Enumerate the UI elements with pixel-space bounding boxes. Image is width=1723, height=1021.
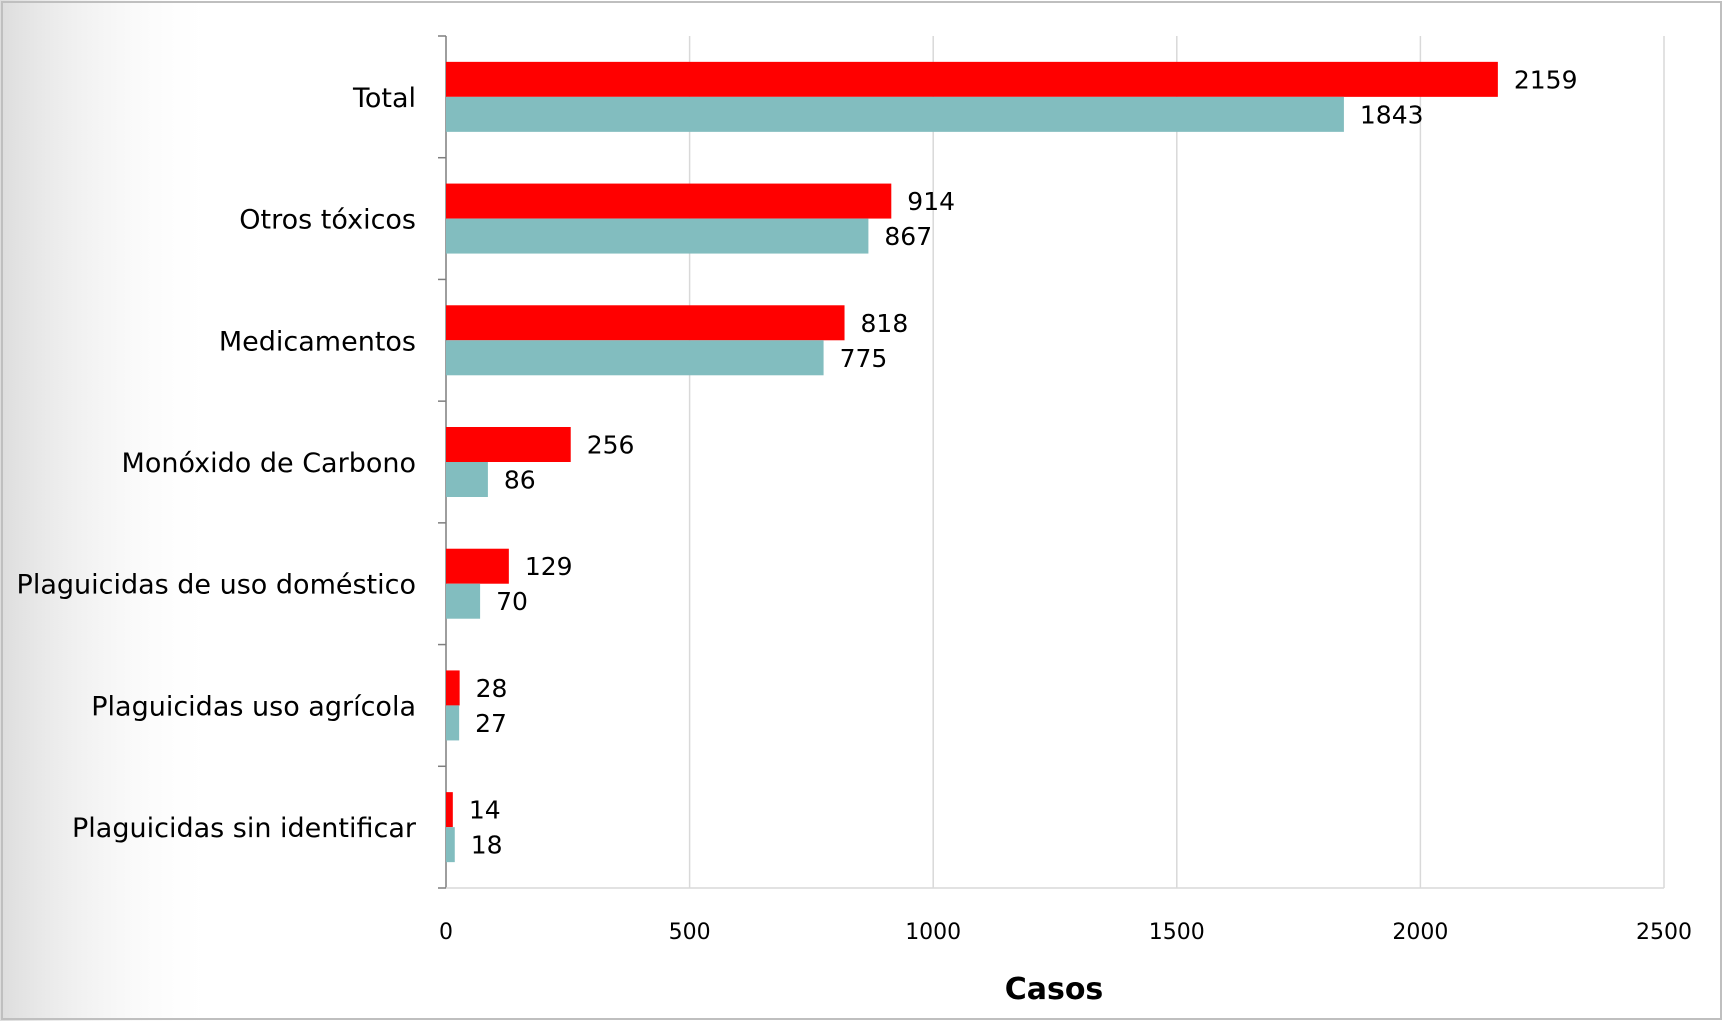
x-tick-label-0: 0: [439, 920, 453, 945]
value-label-series-1-2: 818: [861, 309, 909, 338]
bar-series-2-2: [446, 340, 824, 376]
background-decoration: [0, 0, 220, 1021]
axes: [438, 35, 1664, 889]
x-tick-label-2500: 2500: [1636, 920, 1692, 945]
category-label: Otros tóxicos: [239, 205, 416, 236]
x-tick-label-1500: 1500: [1149, 920, 1205, 945]
category-label: Monóxido de Carbono: [122, 448, 416, 479]
bar-series-2-1: [446, 218, 869, 254]
bar-series-1-5: [446, 670, 460, 706]
bar-series-1-1: [446, 183, 892, 219]
x-axis-title: Casos: [1005, 972, 1104, 1007]
value-label-series-2-4: 70: [496, 587, 528, 616]
bar-series-2-3: [446, 462, 488, 497]
value-label-series-2-6: 18: [471, 831, 503, 860]
category-label: Plaguicidas sin identificar: [72, 813, 417, 844]
bar-series-1-4: [446, 548, 509, 584]
x-tick-label-500: 500: [669, 920, 711, 945]
category-label: Medicamentos: [219, 326, 416, 357]
value-label-series-2-3: 86: [504, 466, 536, 495]
value-label-series-1-5: 28: [476, 674, 508, 703]
value-label-series-1-3: 256: [587, 431, 635, 460]
bar-series-2-0: [446, 96, 1344, 132]
category-label: Plaguicidas uso agrícola: [91, 691, 416, 722]
value-label-series-1-6: 14: [469, 796, 501, 825]
labels: 0 500 1000 1500 2000 2500 Total 2159 1843 Otros t…: [17, 65, 1692, 945]
category-label: Plaguicidas de uso doméstico: [17, 570, 416, 601]
bar-series-1-2: [446, 305, 845, 341]
bar-series-2-5: [446, 705, 460, 741]
bar-series-1-6: [446, 792, 453, 828]
value-label-series-2-2: 775: [840, 344, 888, 373]
value-label-series-2-1: 867: [884, 222, 932, 251]
bar-series-2-4: [446, 583, 481, 619]
bars: [446, 61, 1498, 863]
x-tick-label-2000: 2000: [1392, 920, 1448, 945]
bar-series-1-3: [446, 427, 571, 462]
value-label-series-2-5: 27: [475, 709, 507, 738]
value-label-series-1-4: 129: [525, 552, 573, 581]
category-label: Total: [352, 83, 416, 114]
gridlines: [688, 36, 1665, 888]
value-label-series-1-1: 914: [907, 187, 955, 216]
bar-series-1-0: [446, 61, 1498, 97]
value-label-series-1-0: 2159: [1514, 65, 1578, 94]
value-label-series-2-0: 1843: [1360, 100, 1424, 129]
bar-series-2-6: [446, 827, 455, 863]
x-tick-label-1000: 1000: [905, 920, 961, 945]
